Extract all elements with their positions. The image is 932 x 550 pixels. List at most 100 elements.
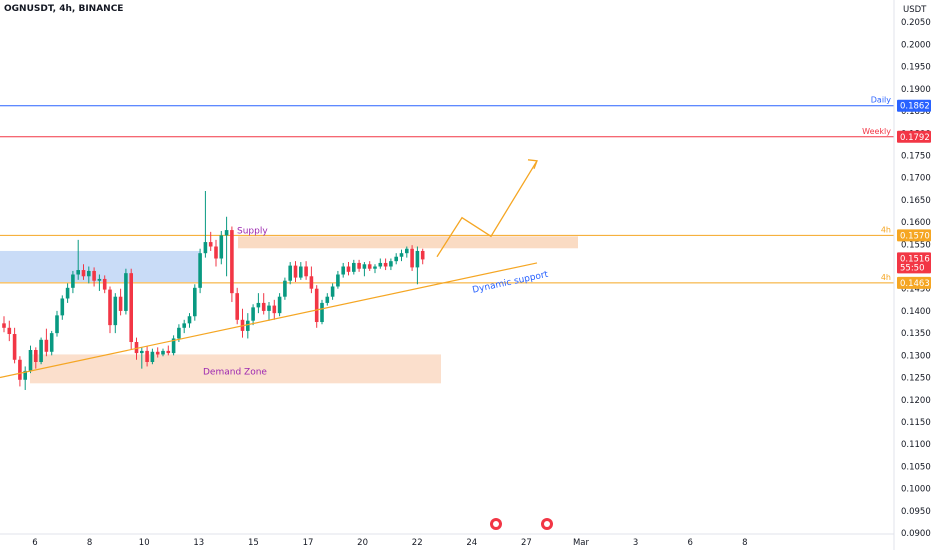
price-tick: 0.1700 <box>901 174 931 184</box>
candle-body <box>39 339 43 362</box>
candle-body <box>171 338 176 354</box>
candle-body <box>65 287 70 299</box>
candle-body <box>145 350 149 362</box>
supply-zone-blue <box>0 250 200 283</box>
candle-body <box>177 327 181 339</box>
last-price-text: 0.1516 <box>900 254 930 264</box>
event-marker-inner-0 <box>493 521 499 527</box>
price-tick: 0.1350 <box>901 329 931 339</box>
price-tick: 0.1650 <box>901 196 931 206</box>
candle-body <box>113 296 118 326</box>
price-tick: 0.0950 <box>901 507 931 517</box>
candle-body <box>7 327 12 335</box>
candle-body <box>134 342 139 354</box>
price-tag-1 <box>897 130 931 143</box>
candle-body <box>325 296 330 303</box>
price-tick: 0.2000 <box>901 40 931 50</box>
candle-body <box>155 351 160 355</box>
candle-body <box>34 350 38 362</box>
candle-body <box>299 266 303 278</box>
candle-body <box>28 350 33 371</box>
price-tick: 0.1600 <box>901 218 931 228</box>
candle-body <box>378 262 383 267</box>
candle-body <box>230 230 234 294</box>
candle-body <box>261 302 266 311</box>
time-tick: 22 <box>412 538 423 548</box>
candle-body <box>193 287 197 317</box>
candle-body <box>415 250 420 268</box>
candle-body <box>214 246 218 259</box>
price-tick: 0.1750 <box>901 151 931 161</box>
level-name-3: 4h <box>881 273 891 282</box>
projection-path[interactable] <box>436 160 538 258</box>
candle-body <box>394 256 398 262</box>
candle-body <box>129 273 133 343</box>
candle-body <box>256 302 261 308</box>
candle-body <box>71 274 75 288</box>
candle-body <box>12 334 17 360</box>
supply-zone <box>238 236 578 249</box>
price-tick: 0.1850 <box>901 107 931 117</box>
price-tick: 0.2050 <box>901 18 931 28</box>
candle-body <box>367 264 372 269</box>
candle-body <box>49 333 54 352</box>
projection-arrow-head <box>527 159 538 170</box>
candle-body <box>288 265 292 281</box>
candle-body <box>283 280 287 297</box>
price-tag-3 <box>897 276 931 289</box>
candle-body <box>219 235 224 259</box>
price-tag-0 <box>897 99 931 112</box>
price-tick: 0.1050 <box>901 462 931 472</box>
candle-body <box>293 265 298 278</box>
candle-body <box>187 316 192 324</box>
candle-body <box>140 350 144 354</box>
time-tick: 6 <box>687 538 692 548</box>
demand-zone <box>30 354 441 384</box>
time-tick: 6 <box>32 538 37 548</box>
time-tick: 8 <box>742 538 747 548</box>
candle-body <box>102 278 107 290</box>
time-tick: 20 <box>357 538 368 548</box>
candle-body <box>182 323 186 328</box>
candle-body <box>272 305 277 314</box>
candle-body <box>76 270 80 275</box>
time-tick: 15 <box>248 538 259 548</box>
candle-body <box>346 266 351 272</box>
time-tick: 27 <box>521 538 532 548</box>
time-tick: 10 <box>139 538 150 548</box>
candle-body <box>124 273 128 311</box>
candle-body <box>92 270 96 281</box>
price-tag-text-1: 0.1792 <box>900 133 930 143</box>
price-tick: 0.1300 <box>901 351 931 361</box>
candle-body <box>410 248 414 268</box>
candle-body <box>314 288 319 323</box>
candle-body <box>161 350 165 355</box>
candle-body <box>2 323 6 328</box>
price-tick: 0.1550 <box>901 240 931 250</box>
demand-zone-label: Demand Zone <box>203 367 267 377</box>
candle-body <box>309 276 314 289</box>
candle-body <box>373 266 377 269</box>
supply-label: Supply <box>237 227 268 237</box>
dynamic-support-line[interactable] <box>0 262 538 379</box>
price-tick: 0.1200 <box>901 396 931 406</box>
countdown-text: 55:50 <box>900 263 925 273</box>
price-tick: 0.1900 <box>901 85 931 95</box>
price-tag-text-2: 0.1570 <box>900 231 930 241</box>
candle-body <box>246 320 250 331</box>
candle-body <box>267 305 271 311</box>
currency-label: USDT <box>903 5 927 15</box>
candle-body <box>97 278 102 281</box>
candle-body <box>389 261 393 267</box>
candle-body <box>55 315 59 334</box>
price-tick: 0.0900 <box>901 529 931 539</box>
price-tick: 0.1250 <box>901 374 931 384</box>
price-tick: 0.1100 <box>901 440 931 450</box>
price-tick: 0.1150 <box>901 418 931 428</box>
candle-body <box>60 298 65 316</box>
candle-body <box>362 264 367 269</box>
time-tick: 17 <box>303 538 314 548</box>
candle-body <box>341 266 345 275</box>
candle-body <box>357 262 361 269</box>
